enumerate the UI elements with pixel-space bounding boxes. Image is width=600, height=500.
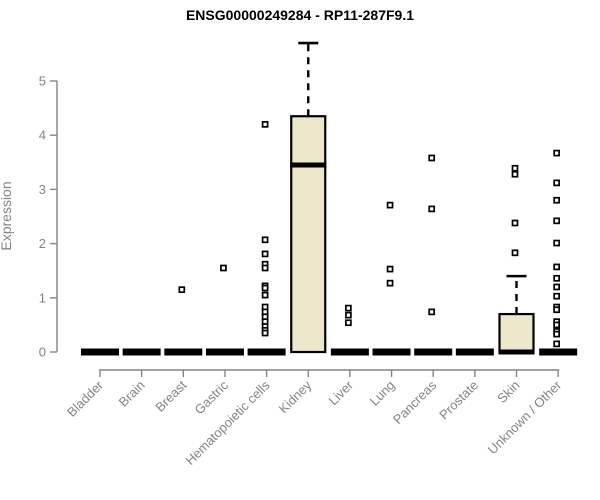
median-line (290, 162, 327, 168)
outlier-point (511, 170, 519, 178)
outlier-point (553, 274, 561, 282)
x-category-label: Kidney (276, 377, 315, 416)
outlier-point (553, 306, 561, 314)
box (290, 115, 327, 354)
x-category-label: Unknown / Other (485, 377, 565, 457)
median-line (498, 349, 535, 355)
outlier-point (553, 321, 561, 329)
outlier-point (553, 149, 561, 157)
y-axis-label: Expression (0, 181, 14, 250)
chart-title: ENSG00000249284 - RP11-287F9.1 (186, 7, 414, 23)
y-tick-label: 3 (39, 182, 46, 197)
y-tick-label: 0 (39, 345, 46, 360)
x-category-label: Skin (494, 378, 522, 406)
outlier-point (553, 292, 561, 300)
outlier-point (261, 121, 269, 128)
outlier-point (428, 308, 436, 316)
y-tick-label: 4 (39, 128, 46, 143)
outlier-point (428, 205, 436, 213)
outlier-point (553, 330, 561, 338)
collapsed-box (164, 348, 203, 356)
outlier-point (345, 319, 352, 327)
collapsed-box (372, 348, 411, 356)
collapsed-box (81, 348, 119, 356)
y-tick-label: 5 (39, 74, 46, 89)
collapsed-box (414, 348, 453, 356)
outlier-point (511, 249, 519, 257)
x-category-label: Liver (325, 377, 356, 408)
outlier-point (553, 340, 561, 348)
x-category-label: Gastric (191, 377, 231, 417)
collapsed-box (330, 348, 369, 356)
outlier-point (386, 265, 394, 273)
collapsed-box (122, 348, 161, 356)
box (498, 312, 535, 354)
outlier-point (553, 239, 561, 247)
outlier-point (386, 201, 394, 209)
outlier-point (553, 217, 561, 225)
outlier-point (386, 279, 394, 287)
outlier-point (261, 291, 269, 299)
outlier-point (261, 329, 269, 337)
outlier-point (345, 304, 352, 312)
x-category-label: Prostate (436, 378, 481, 423)
outlier-point (178, 286, 186, 294)
outlier-point (261, 264, 269, 272)
outlier-point (553, 283, 561, 291)
outlier-point (261, 250, 269, 258)
x-category-label: Brain (116, 378, 148, 410)
collapsed-box (205, 348, 244, 356)
collapsed-box (455, 348, 494, 356)
y-tick-label: 2 (39, 236, 46, 251)
outlier-point (261, 284, 269, 292)
outlier-point (428, 154, 436, 162)
outlier-point (220, 264, 227, 272)
x-category-label: Bladder (64, 377, 107, 420)
outlier-point (553, 263, 561, 271)
x-category-label: Breast (152, 377, 189, 414)
outlier-point (553, 196, 561, 204)
collapsed-box (539, 348, 578, 356)
collapsed-box (247, 348, 286, 356)
y-tick-label: 1 (39, 290, 46, 305)
x-category-label: Lung (367, 378, 398, 409)
outlier-point (511, 219, 519, 227)
outlier-point (553, 179, 561, 187)
outlier-point (511, 164, 519, 172)
x-category-label: Pancreas (390, 377, 440, 427)
outlier-point (345, 311, 352, 319)
outlier-point (261, 236, 269, 244)
